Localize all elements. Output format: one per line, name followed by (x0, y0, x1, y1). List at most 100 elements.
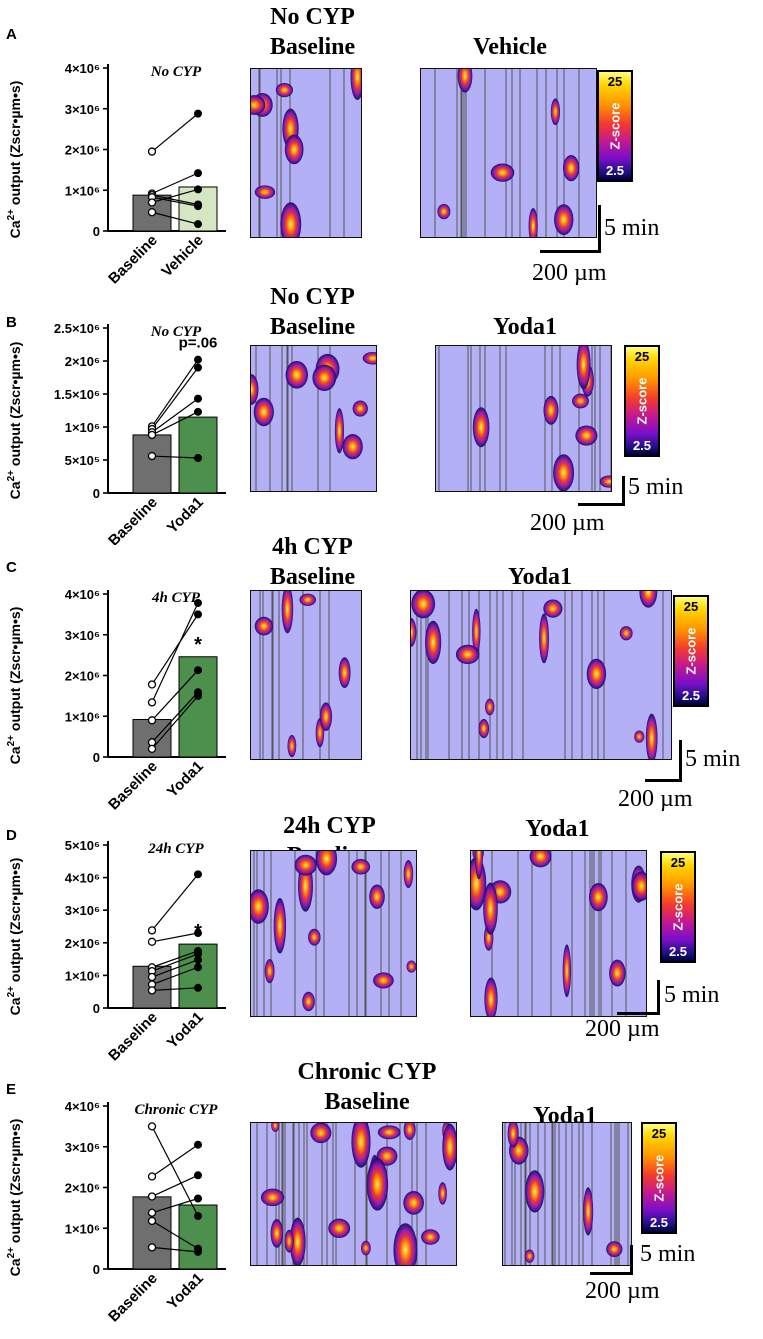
y-tick-label: 1.5×10⁶ (54, 387, 100, 402)
heatmap-left-title: Chronic CYP Baseline (297, 1059, 437, 1115)
heatmap-canvas (251, 346, 376, 491)
heatmap-treatment (410, 590, 672, 760)
heatmap-event (576, 346, 591, 390)
point-treatment (194, 355, 202, 364)
heatmap-event (352, 400, 368, 417)
heatmap-event (543, 395, 559, 425)
heatmap-event (572, 393, 589, 409)
heatmap-left-title: 4h CYP Baseline (269, 534, 356, 590)
y-tick-label: 1×10⁶ (65, 420, 100, 435)
heatmap-event (302, 991, 315, 1012)
heatmap-event (338, 657, 351, 689)
heatmap-canvas (254, 591, 351, 759)
heatmap-event (315, 851, 338, 876)
heatmap-canvas (471, 851, 646, 1016)
heatmap-event (289, 1217, 306, 1265)
heatmap-event (254, 616, 274, 636)
heatmap-canvas (504, 1123, 629, 1265)
point-baseline (147, 698, 157, 707)
heatmap-event (437, 203, 451, 220)
heatmap-event (285, 361, 308, 389)
heatmap-event (403, 860, 414, 889)
y-tick-label: 3×10⁶ (65, 102, 100, 117)
heatmap-event (438, 1182, 447, 1205)
heatmap-event (393, 1223, 418, 1265)
heatmap-event (361, 1240, 371, 1256)
heatmap-event (312, 364, 337, 391)
panel-letter: C (6, 559, 17, 576)
x-tick-label: Baseline (105, 1270, 161, 1326)
heatmap-baseline (250, 590, 362, 760)
panel-a: A Ca2+ output (Zscr•µm•s) 0 1×10⁶ 2×10⁶ 3×10… (0, 0, 763, 290)
point-treatment (194, 202, 202, 211)
y-axis-label: Ca2+ output (Zscr•µm•s) (6, 342, 23, 500)
heatmap-event (525, 1170, 545, 1213)
heatmap-event (528, 208, 538, 237)
heatmap-event (543, 599, 563, 618)
pair-line (151, 1174, 199, 1198)
heatmap-right-title: Yoda1 (507, 564, 573, 590)
colorbar: 25 Z-score 2.5 (597, 70, 633, 182)
pair-line (151, 172, 199, 195)
heatmap-treatment (502, 1122, 632, 1266)
chart-title: 24h CYP (147, 841, 204, 857)
heatmap-event (377, 1125, 401, 1140)
bar-chart: Ca2+ output (Zscr•µm•s) 0 5×10⁵ 1×10⁶ 1.5×10… (6, 321, 226, 545)
heatmap-event (645, 713, 658, 759)
heatmap-event (351, 1123, 371, 1168)
panel-b: B Ca2+ output (Zscr•µm•s) 0 5×10⁵ 1×10⁶ 1.5×… (0, 284, 763, 545)
point-treatment (194, 1247, 202, 1256)
pair-line (151, 950, 199, 968)
heatmap-event (588, 882, 608, 912)
x-tick-label: Yoda1 (164, 758, 207, 801)
chart-title: No CYP (150, 324, 202, 340)
y-tick-label: 0 (93, 486, 100, 501)
point-baseline (147, 198, 157, 207)
x-tick-label: Baseline (105, 494, 161, 545)
colorbar: 25 Z-score 2.5 (624, 345, 660, 457)
pair-line (151, 669, 199, 721)
point-treatment (194, 955, 202, 964)
heatmap-event (554, 204, 574, 236)
pair-line (151, 1197, 199, 1214)
heatmap-right-title: Yoda1 (525, 816, 590, 842)
panel-letter: B (6, 314, 17, 331)
y-tick-label: 2×10⁶ (65, 936, 100, 951)
heatmap-event (619, 626, 633, 641)
heatmap-event (251, 889, 269, 924)
y-tick-label: 1×10⁶ (65, 968, 100, 983)
y-axis-label: Ca2+ output (Zscr•µm•s) (6, 81, 23, 239)
point-treatment (194, 1140, 202, 1149)
heatmap-event (562, 944, 572, 998)
significance-label: * (194, 921, 202, 943)
heatmap-left-title: No CYP Baseline (269, 284, 356, 340)
panel-letter: D (6, 827, 17, 844)
pair-line (151, 614, 199, 685)
point-treatment (194, 363, 202, 372)
y-tick-label: 2.5×10⁶ (54, 321, 100, 336)
heatmap-event (403, 1190, 424, 1215)
point-treatment (194, 983, 202, 992)
point-baseline (147, 926, 157, 935)
heatmap-event (583, 1187, 594, 1236)
heatmap-event (411, 618, 417, 647)
point-treatment (194, 929, 202, 938)
heatmap-baseline (250, 850, 417, 1017)
heatmap-event (507, 1123, 519, 1148)
y-tick-label: 4×10⁶ (65, 61, 100, 76)
bar-chart: Ca2+ output (Zscr•µm•s) 0 1×10⁶ 2×10⁶ 3×10⁶ 4… (6, 838, 226, 1064)
pair-line (151, 455, 199, 459)
pair-line (151, 411, 199, 436)
point-baseline (147, 1122, 157, 1131)
heatmap-event (524, 1249, 535, 1263)
heatmap-event (472, 407, 490, 448)
heatmap-event (484, 977, 498, 1016)
bar-chart: Ca2+ output (Zscr•µm•s) 0 1×10⁶ 2×10⁶ 3×10⁶ 4… (6, 61, 226, 287)
heatmap-baseline (250, 68, 362, 238)
heatmap-treatment (470, 850, 647, 1017)
x-tick-label: Yoda1 (164, 1270, 207, 1313)
heatmap-event (287, 734, 297, 758)
heatmap-canvas (411, 591, 664, 759)
heatmap-event (639, 591, 658, 608)
heatmap-event (455, 644, 480, 665)
